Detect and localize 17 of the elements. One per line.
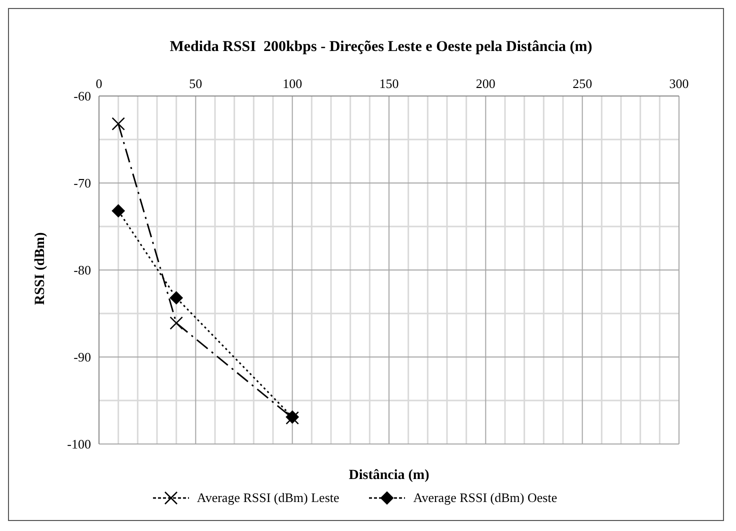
y-axis-title: RSSI (dBm) — [32, 232, 48, 305]
legend-label: Average RSSI (dBm) Leste — [196, 490, 340, 506]
y-tick-label: -90 — [74, 350, 91, 365]
y-tick-label: -100 — [67, 436, 91, 452]
x-tick-label: 50 — [189, 76, 202, 91]
y-tick-label: -70 — [74, 176, 91, 191]
x-tick-label: 100 — [282, 76, 302, 91]
x-axis-title: Distância (m) — [348, 468, 430, 483]
x-tick-label: 300 — [669, 76, 689, 91]
legend-label: Average RSSI (dBm) Oeste — [413, 490, 558, 506]
y-tick-label: -80 — [74, 262, 91, 278]
x-tick-label: 150 — [379, 76, 399, 91]
y-tick-label: -60 — [74, 88, 91, 104]
x-tick-label: 0 — [96, 76, 102, 91]
chart-title: Medida RSSI 200kbps - Direções Leste e Oeste pela Distância (m) — [168, 39, 594, 56]
x-tick-label: 200 — [476, 76, 496, 91]
x-tick-label: 250 — [572, 76, 592, 91]
